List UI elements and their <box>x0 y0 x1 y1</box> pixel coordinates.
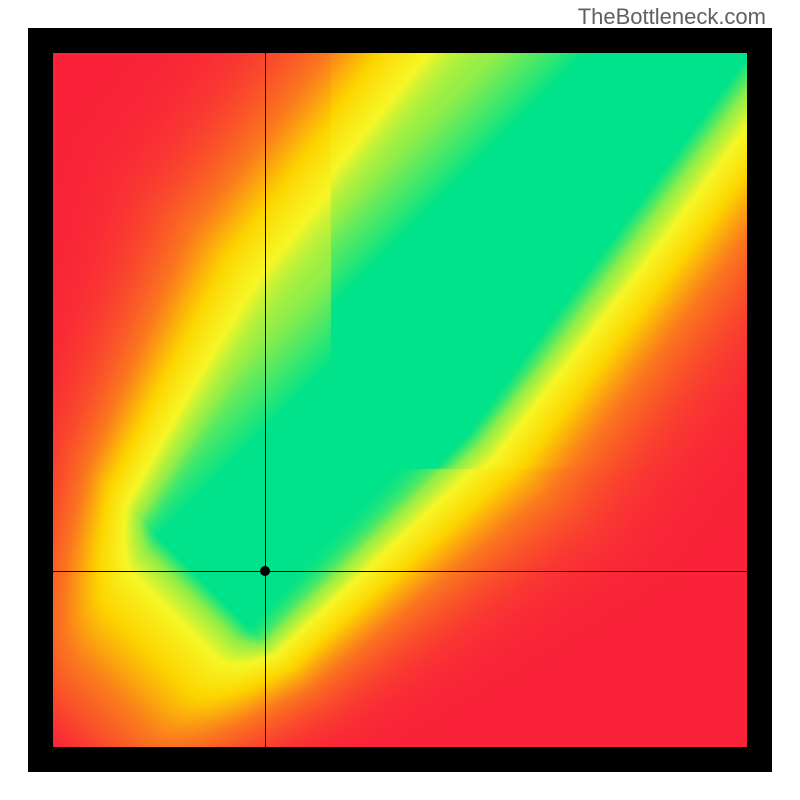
heatmap-canvas <box>53 53 747 747</box>
heatmap-plot <box>53 53 747 747</box>
chart-container: TheBottleneck.com <box>0 0 800 800</box>
chart-frame <box>28 28 772 772</box>
crosshair-vertical <box>265 53 266 747</box>
crosshair-horizontal <box>53 571 747 572</box>
crosshair-marker <box>260 566 270 576</box>
watermark-text: TheBottleneck.com <box>578 4 766 30</box>
